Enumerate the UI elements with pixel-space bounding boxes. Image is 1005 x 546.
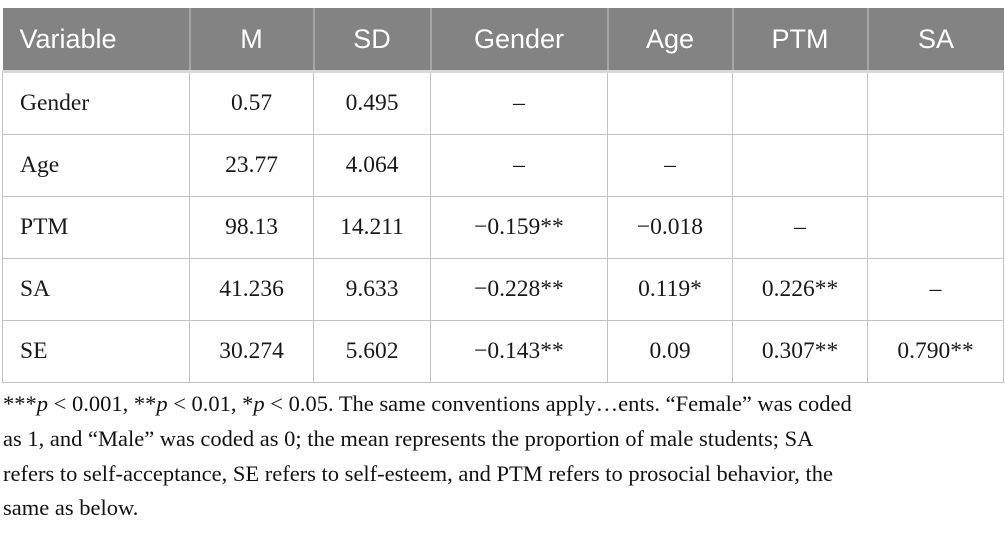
value-cell: 4.064 — [313, 134, 431, 197]
value-cell: 0.119* — [607, 258, 733, 321]
value-cell: −0.159** — [430, 196, 608, 259]
value-cell — [732, 71, 868, 135]
value-cell — [732, 134, 868, 197]
value-cell: – — [430, 134, 608, 197]
table-row: SE 30.274 5.602 −0.143** 0.09 0.307** 0.790** — [2, 320, 1004, 383]
footnote-line: refers to self-acceptance, SE refers to … — [3, 460, 833, 486]
value-cell: – — [430, 71, 608, 135]
value-cell: 0.307** — [732, 320, 868, 383]
variable-cell: SE — [2, 320, 190, 383]
column-header-gender: Gender — [430, 8, 609, 73]
column-header-age: Age — [607, 8, 734, 73]
variable-cell: SA — [2, 258, 190, 321]
variable-cell: Age — [2, 134, 190, 197]
footnote-line: as 1, and “Male” was coded as 0; the mea… — [3, 425, 814, 451]
value-cell — [607, 71, 733, 135]
value-cell: – — [732, 196, 868, 259]
footnote-line: ***p < 0.001, **p < 0.01, *p < 0.05. The… — [3, 391, 852, 416]
value-cell — [867, 71, 1004, 135]
column-header-m: M — [189, 8, 315, 73]
value-cell: 0.495 — [313, 71, 431, 135]
variable-cell: PTM — [2, 196, 190, 259]
table-row: PTM 98.13 14.211 −0.159** −0.018– — [2, 196, 1004, 259]
value-cell: – — [867, 258, 1004, 321]
value-cell: 0.57 — [189, 71, 314, 135]
table-footnote: ***p < 0.001, **p < 0.01, *p < 0.05. The… — [3, 387, 1002, 526]
column-header-sa: SA — [867, 8, 1004, 73]
value-cell: 0.790** — [867, 320, 1004, 383]
table-row: SA 41.236 9.633 −0.228** 0.119* 0.226** – — [2, 258, 1004, 321]
value-cell: – — [607, 134, 733, 197]
value-cell: 0.09 — [607, 320, 733, 383]
column-header-sd: SD — [313, 8, 432, 73]
column-header-ptm: PTM — [732, 8, 869, 73]
value-cell: 0.226** — [732, 258, 868, 321]
value-cell: −0.143** — [430, 320, 608, 383]
correlation-table-container: Variable M SD Gender Age PTM SA Gender 0.… — [2, 8, 1004, 383]
variable-cell: Gender — [2, 71, 190, 135]
value-cell: −0.018 — [607, 196, 733, 259]
value-cell: −0.228** — [430, 258, 608, 321]
correlation-table: Variable M SD Gender Age PTM SA Gender 0.… — [2, 8, 1004, 383]
value-cell: 41.236 — [189, 258, 314, 321]
header-row: Variable M SD Gender Age PTM SA — [2, 8, 1004, 73]
table-row: Gender 0.57 0.495– — [2, 71, 1004, 135]
footnote-line: same as below. — [3, 495, 139, 521]
value-cell: 14.211 — [313, 196, 431, 259]
value-cell: 98.13 — [189, 196, 314, 259]
value-cell: 23.77 — [189, 134, 314, 197]
value-cell: 30.274 — [189, 320, 314, 383]
value-cell: 9.633 — [313, 258, 431, 321]
table-row: Age 23.77 4.064– – — [2, 134, 1004, 197]
value-cell: 5.602 — [313, 320, 431, 383]
table-body: Gender 0.57 0.495– Age 23.77 4.064– – PTM 98.13 1… — [2, 71, 1004, 383]
value-cell — [867, 134, 1004, 197]
column-header-variable: Variable — [2, 8, 191, 73]
value-cell — [867, 196, 1004, 259]
table-header: Variable M SD Gender Age PTM SA — [2, 8, 1004, 73]
